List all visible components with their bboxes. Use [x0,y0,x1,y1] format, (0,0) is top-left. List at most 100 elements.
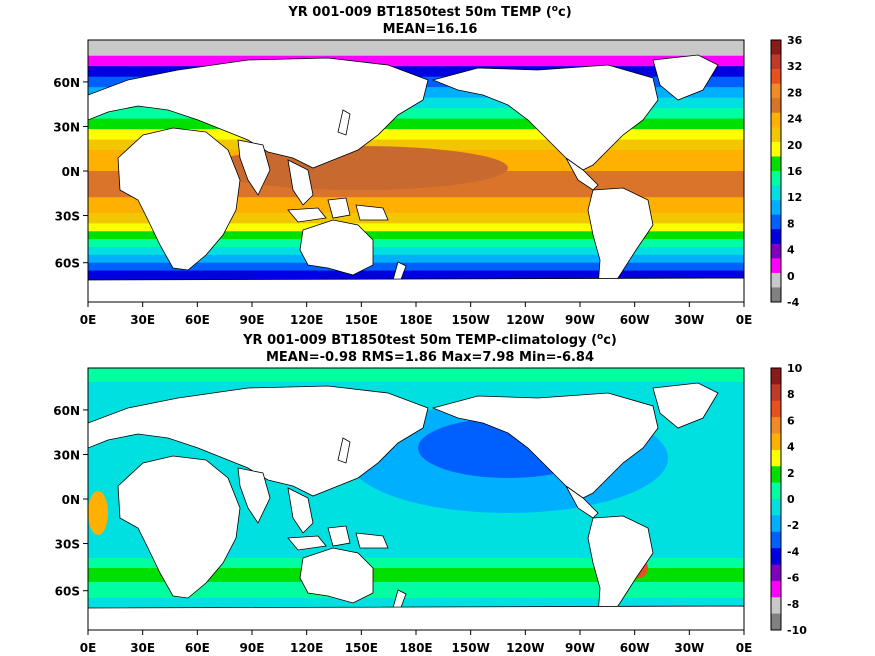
colorbar-swatch [771,272,781,288]
colorbar-swatch [771,156,781,172]
colorbar-swatch [771,515,781,533]
colorbar-swatch [771,564,781,582]
y-tick-label: 60N [53,76,80,90]
colorbar-label: 10 [787,362,803,375]
colorbar-label: -10 [787,624,807,637]
colorbar-label: 12 [787,191,802,204]
colorbar-label: 32 [787,60,802,73]
colorbar-label: 8 [787,217,795,230]
y-tick-label: 0N [62,165,80,179]
x-tick-label: 180E [399,641,432,655]
colorbar-label: 24 [787,113,803,126]
colorbar-label: 2 [787,467,795,480]
colorbar-label: 6 [787,414,795,427]
x-tick-label: 30E [130,313,155,327]
x-tick-label: 90W [565,641,595,655]
x-tick-label: 150E [345,313,378,327]
x-tick-label: 0E [80,641,97,655]
colorbar-swatch [771,384,781,402]
x-tick-label: 120W [506,313,544,327]
panel1-axes: 0E 30E 60E 90E 120E 150E 180E 150W 120W 90W 60W 30W… [53,76,752,327]
x-tick-label: 30W [674,313,704,327]
panel1-map [87,39,745,303]
colorbar-swatch [771,613,781,631]
x-tick-label: 30W [674,641,704,655]
y-tick-label: 0N [62,493,80,507]
y-tick-label: 30S [55,538,80,552]
x-tick-label: 90W [565,313,595,327]
colorbar-label: 28 [787,86,802,99]
colorbar-label: 4 [787,441,795,454]
panel1-title: YR 001-009 BT1850test 50m TEMP (oc) [287,4,571,20]
x-tick-label: 60E [185,641,210,655]
colorbar-swatch [771,185,781,201]
x-tick-label: 150W [452,313,490,327]
panel2-map [87,367,745,631]
colorbar-swatch [771,258,781,274]
colorbar-swatch [771,466,781,483]
colorbar-label: -2 [787,519,799,532]
x-tick-label: 90E [240,313,265,327]
panel2-subtitle: MEAN=-0.98 RMS=1.86 Max=7.98 Min=-6.84 [266,350,594,365]
colorbar-swatch [771,580,781,598]
colorbar-swatch [771,400,781,418]
y-tick-label: 60N [53,404,80,418]
colorbar-swatch [771,548,781,565]
y-tick-label: 60S [55,585,80,599]
colorbar-swatch [771,127,781,143]
colorbar-label: 36 [787,34,803,47]
x-tick-label: 0E [80,313,97,327]
y-tick-label: 30N [53,120,80,134]
colorbar-swatch [771,433,781,451]
panel2-colorbar: 10 8 6 4 2 0 -2 -4 -6 -8 -10 [770,362,807,637]
colorbar-swatch [771,112,781,128]
colorbar-swatch [771,200,781,215]
panel2-axes: 0E 30E 60E 90E 120E 150E 180E 150W 120W 90W 60W 30W… [53,404,752,655]
colorbar-label: 8 [787,388,795,401]
y-tick-label: 30S [55,210,80,224]
colorbar-swatch [771,449,781,467]
colorbar-swatch [771,171,781,186]
x-tick-label: 120E [290,313,323,327]
colorbar-label: -4 [787,296,800,309]
colorbar-swatch [771,287,781,303]
colorbar-swatch [771,98,781,114]
x-tick-label: 120E [290,641,323,655]
y-tick-label: 60S [55,257,80,271]
panel2-title: YR 001-009 BT1850test 50m TEMP-climatolo… [242,332,617,348]
colorbar-label: -6 [787,572,800,585]
panel1-colorbar: 36 32 28 24 20 16 12 8 4 0 -4 [770,34,803,309]
x-tick-label: 60E [185,313,210,327]
colorbar-swatch [771,141,781,157]
colorbar-swatch [771,229,781,245]
colorbar-swatch [771,83,781,99]
x-tick-label: 150W [452,641,490,655]
x-tick-label: 60W [620,641,650,655]
x-tick-label: 150E [345,641,378,655]
colorbar-swatch [771,531,781,549]
colorbar-label: 20 [787,139,803,152]
colorbar-label: 0 [787,493,795,506]
colorbar-swatch [771,69,781,84]
colorbar-swatch [771,54,781,70]
colorbar-swatch [771,482,781,500]
colorbar-swatch [771,243,781,259]
panel1-subtitle: MEAN=16.16 [383,22,478,37]
x-tick-label: 0E [736,641,753,655]
x-tick-label: 0E [736,313,753,327]
colorbar-label: -4 [787,545,800,558]
colorbar-label: -8 [787,598,799,611]
x-tick-label: 60W [620,313,650,327]
colorbar-label: 16 [787,165,803,178]
colorbar-swatch [771,499,781,516]
colorbar-label: 0 [787,270,795,283]
x-tick-label: 30E [130,641,155,655]
colorbar-label: 4 [787,244,795,257]
colorbar-swatch [771,214,781,230]
colorbar-swatch [771,368,781,385]
y-tick-label: 30N [53,448,80,462]
x-tick-label: 90E [240,641,265,655]
colorbar-swatch [771,417,781,434]
colorbar-swatch [771,597,781,614]
